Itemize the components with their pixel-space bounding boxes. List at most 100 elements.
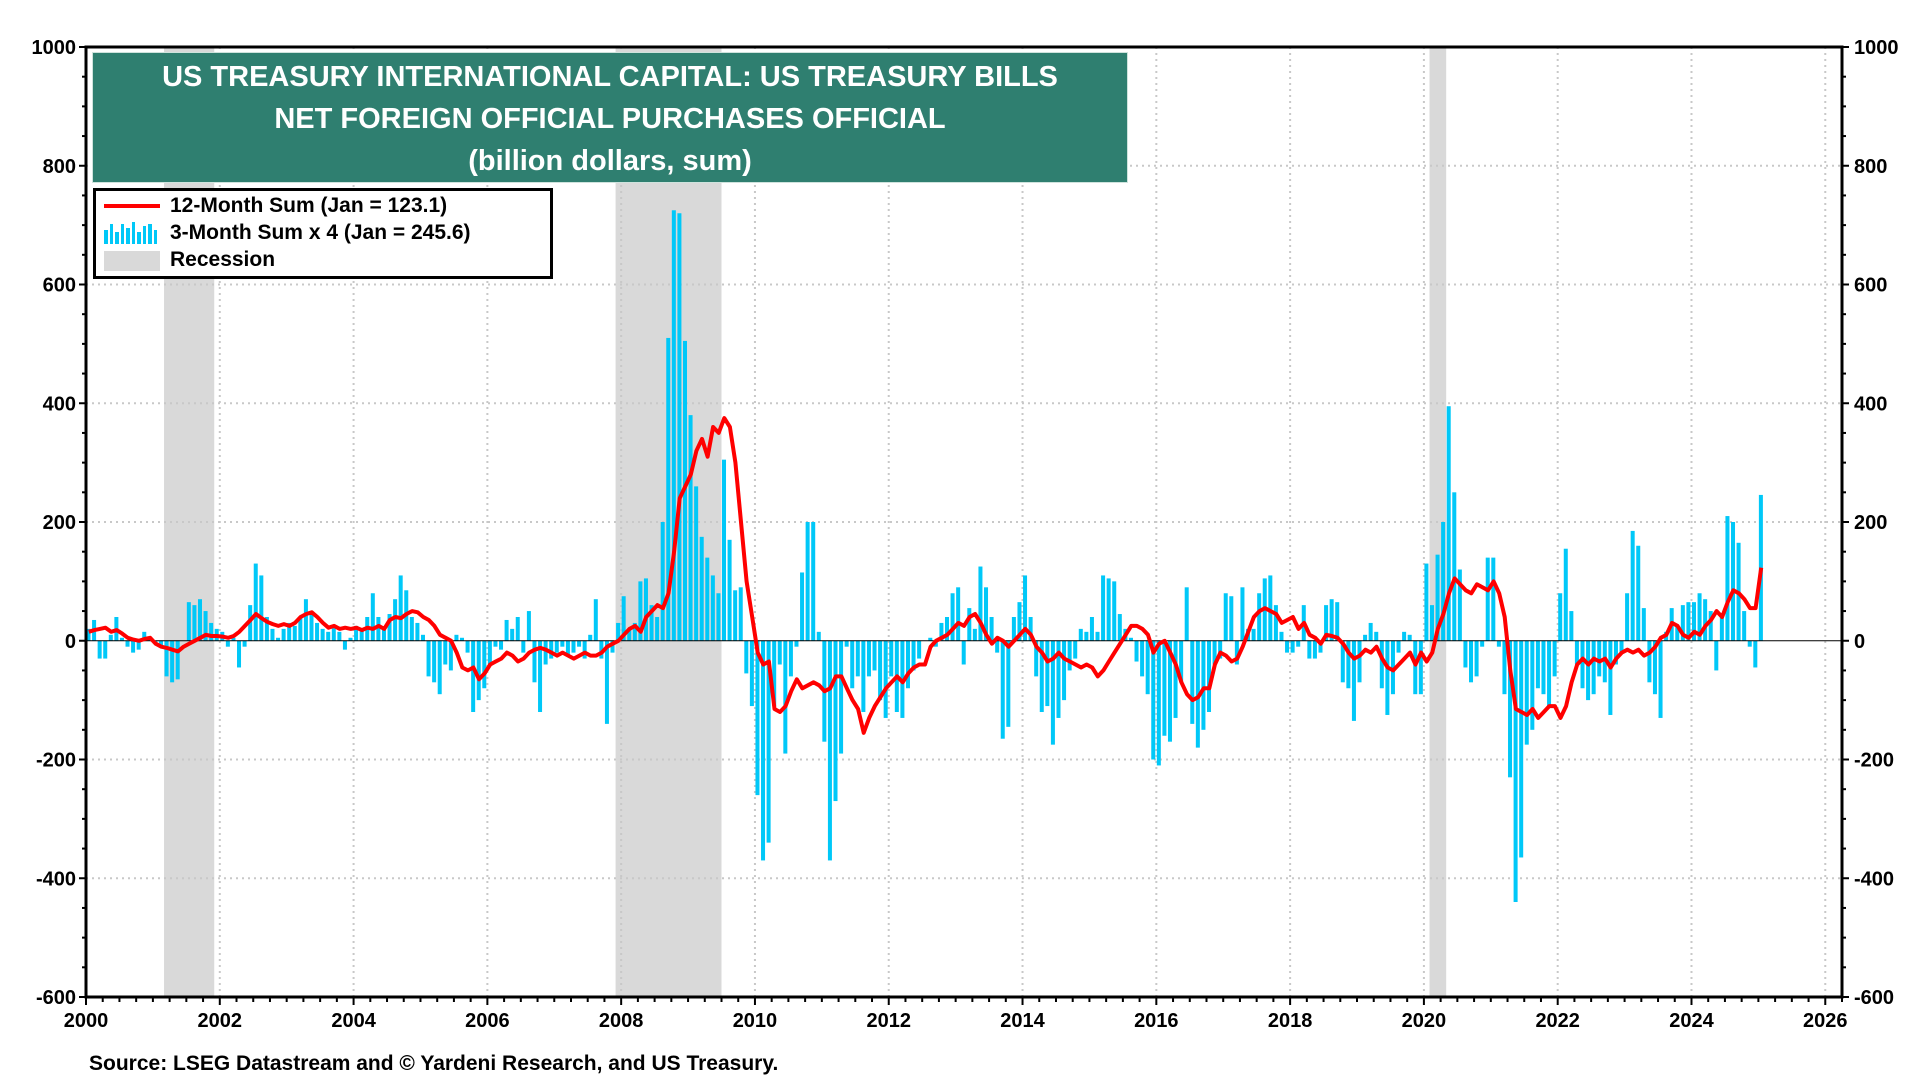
bar xyxy=(197,599,203,641)
bar xyxy=(1519,640,1524,858)
bar xyxy=(131,640,136,653)
bar xyxy=(1502,640,1507,695)
bar xyxy=(1206,640,1212,712)
bar xyxy=(1335,602,1340,641)
legend-item-3-month-sum: 3-Month Sum x 4 (Jan = 245.6) xyxy=(104,220,471,246)
bar xyxy=(995,640,1000,653)
bar xyxy=(827,640,832,861)
bar xyxy=(939,622,944,641)
bar xyxy=(761,640,766,861)
bar xyxy=(1675,625,1680,641)
bar xyxy=(889,640,894,677)
x-tick-label: 2006 xyxy=(465,1010,510,1032)
y-tick-label-left: 0 xyxy=(65,631,76,653)
bar xyxy=(616,622,621,641)
bar xyxy=(1446,406,1451,641)
bar xyxy=(1485,557,1490,641)
y-tick-label-left: -400 xyxy=(36,868,76,890)
y-tick-label-right: 800 xyxy=(1854,156,1887,178)
bar xyxy=(1491,557,1496,641)
bar xyxy=(1179,640,1184,683)
bar xyxy=(593,599,598,641)
x-tick-label: 2022 xyxy=(1535,1010,1580,1032)
bar xyxy=(666,337,671,641)
bar xyxy=(1480,640,1485,647)
bar xyxy=(231,637,236,641)
legend-line-swatch xyxy=(104,195,160,217)
bar xyxy=(281,628,286,641)
y-tick-label-left: -200 xyxy=(36,750,76,772)
bar xyxy=(1547,640,1552,707)
bar xyxy=(1697,593,1702,641)
bar xyxy=(398,575,403,641)
bar xyxy=(1095,631,1100,641)
legend-label: 12-Month Sum (Jan = 123.1) xyxy=(170,194,448,217)
bar xyxy=(315,622,320,641)
bar xyxy=(755,640,760,796)
bar xyxy=(158,640,163,647)
legend-label: Recession xyxy=(170,248,276,271)
bar xyxy=(1608,640,1613,715)
bar xyxy=(738,587,743,641)
bar xyxy=(855,640,860,677)
bar xyxy=(1017,602,1022,641)
bar xyxy=(1368,622,1373,641)
chart-title: US TREASURY INTERNATIONAL CAPITAL: US TR… xyxy=(92,52,1128,183)
bar xyxy=(1034,640,1039,677)
bar xyxy=(722,459,727,641)
bar xyxy=(526,611,531,641)
bar xyxy=(1257,593,1262,641)
bar xyxy=(1006,640,1011,727)
bar xyxy=(588,634,593,641)
bar xyxy=(1050,640,1055,745)
x-tick-label: 2010 xyxy=(733,1010,778,1032)
bar xyxy=(1089,617,1094,641)
bar xyxy=(303,599,308,641)
bar xyxy=(1396,640,1401,653)
bar xyxy=(961,640,966,665)
bar xyxy=(320,628,325,641)
bar xyxy=(1312,640,1317,659)
bar xyxy=(565,640,570,656)
line-series-12-month-sum xyxy=(88,416,1764,735)
bar xyxy=(677,213,682,641)
bar xyxy=(883,640,888,718)
bar xyxy=(638,581,643,641)
bar xyxy=(872,640,877,671)
bar xyxy=(432,640,437,683)
bar xyxy=(632,622,637,641)
bar xyxy=(292,625,297,641)
bar xyxy=(1574,640,1579,665)
bar xyxy=(688,415,693,641)
bar xyxy=(186,602,191,641)
bar xyxy=(119,637,124,641)
bar xyxy=(1285,640,1290,653)
bar xyxy=(309,611,314,641)
bar xyxy=(1625,593,1630,641)
bar xyxy=(387,614,392,641)
bar xyxy=(482,640,487,689)
bar xyxy=(376,617,381,641)
bar xyxy=(348,637,353,641)
bar xyxy=(97,640,102,659)
bar xyxy=(443,640,448,665)
legend-bar-mark xyxy=(115,232,119,244)
bar xyxy=(1346,640,1351,689)
bar xyxy=(1424,563,1429,641)
bar xyxy=(1234,640,1239,665)
bar xyxy=(861,640,866,712)
bar xyxy=(777,640,782,665)
bar xyxy=(1407,634,1412,641)
bar xyxy=(1145,640,1150,695)
bar xyxy=(1569,611,1574,641)
bar xyxy=(978,566,983,641)
bar xyxy=(1156,640,1161,766)
bar xyxy=(342,640,347,650)
bar xyxy=(1318,640,1323,653)
legend-bar-swatch xyxy=(104,222,160,244)
bar xyxy=(1279,631,1284,641)
bar xyxy=(493,640,498,647)
bar xyxy=(549,640,554,659)
